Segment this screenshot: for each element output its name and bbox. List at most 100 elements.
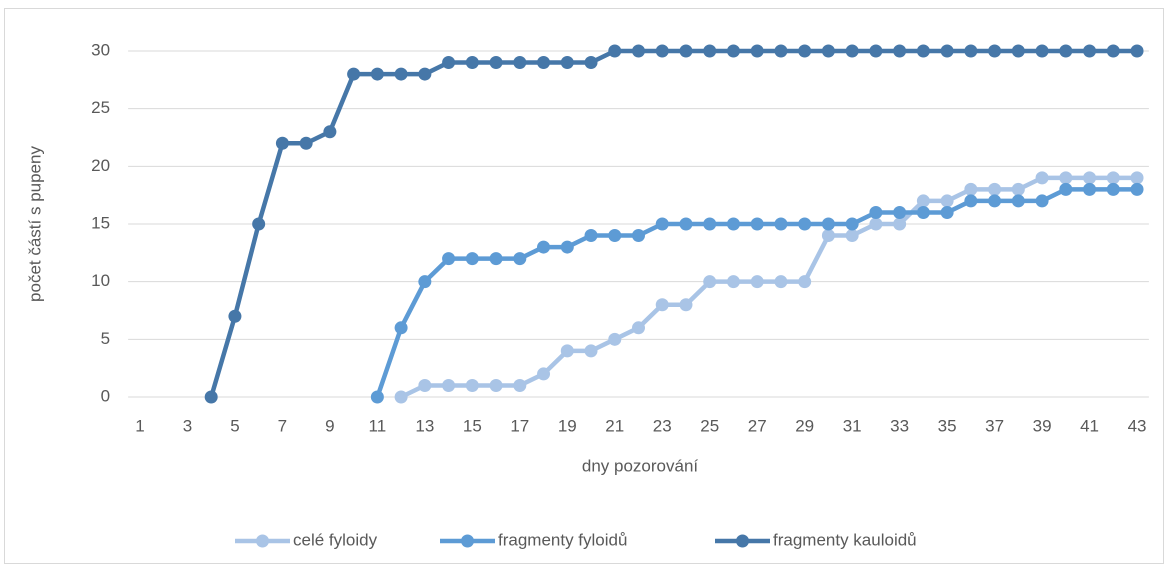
data-point xyxy=(1059,44,1073,58)
data-point xyxy=(1059,171,1073,185)
data-point xyxy=(940,205,954,219)
data-point xyxy=(916,44,930,58)
data-point xyxy=(513,252,527,266)
data-point xyxy=(703,217,717,231)
data-point xyxy=(821,229,835,243)
data-point xyxy=(347,67,361,81)
data-point xyxy=(988,194,1002,208)
x-tick-label: 37 xyxy=(985,416,1004,435)
data-point xyxy=(703,44,717,58)
x-tick-label: 33 xyxy=(890,416,909,435)
x-tick-label: 21 xyxy=(605,416,624,435)
chart-border xyxy=(4,8,1164,564)
data-point xyxy=(964,182,978,196)
x-tick-label: 27 xyxy=(748,416,767,435)
x-tick-label: 13 xyxy=(415,416,434,435)
data-point xyxy=(442,56,456,70)
data-point xyxy=(988,182,1002,196)
data-point xyxy=(964,194,978,208)
data-point xyxy=(394,67,408,81)
data-point xyxy=(489,252,503,266)
data-point xyxy=(1083,171,1097,185)
data-point xyxy=(608,332,622,346)
data-point xyxy=(750,275,764,289)
data-point xyxy=(323,125,337,139)
x-tick-label: 43 xyxy=(1128,416,1147,435)
data-point xyxy=(442,378,456,392)
data-point xyxy=(774,275,788,289)
data-point xyxy=(1011,44,1025,58)
data-point xyxy=(465,56,479,70)
data-point xyxy=(1083,182,1097,196)
data-point xyxy=(418,275,432,289)
data-point xyxy=(584,229,598,243)
x-tick-label: 15 xyxy=(463,416,482,435)
data-point xyxy=(418,67,432,81)
data-point xyxy=(988,44,1002,58)
data-point xyxy=(726,275,740,289)
data-point xyxy=(1130,44,1144,58)
data-point xyxy=(394,321,408,335)
x-axis-title: dny pozorování xyxy=(582,456,699,475)
x-tick-label: 41 xyxy=(1080,416,1099,435)
data-point xyxy=(916,205,930,219)
data-point xyxy=(1106,182,1120,196)
x-tick-label: 3 xyxy=(183,416,192,435)
data-point xyxy=(679,44,693,58)
data-point xyxy=(252,217,266,231)
x-tick-label: 23 xyxy=(653,416,672,435)
data-point xyxy=(869,205,883,219)
data-point xyxy=(560,344,574,358)
data-point xyxy=(726,217,740,231)
data-point xyxy=(632,44,645,58)
data-point xyxy=(940,194,954,208)
x-tick-label: 31 xyxy=(843,416,862,435)
data-point xyxy=(418,378,432,392)
data-point xyxy=(940,44,954,58)
data-point xyxy=(370,390,384,404)
data-point xyxy=(204,390,218,404)
data-point xyxy=(560,56,574,70)
data-point xyxy=(655,44,669,58)
data-point xyxy=(537,367,551,381)
data-point xyxy=(513,378,527,392)
data-point xyxy=(703,275,717,289)
data-point xyxy=(608,44,622,58)
y-tick-label: 25 xyxy=(91,98,110,117)
data-point xyxy=(821,217,835,231)
x-tick-label: 17 xyxy=(510,416,529,435)
series-line xyxy=(209,48,1138,398)
y-tick-label: 20 xyxy=(91,156,110,175)
data-point xyxy=(560,240,574,254)
data-point xyxy=(798,44,812,58)
data-point xyxy=(1130,182,1144,196)
x-tick-label: 9 xyxy=(325,416,334,435)
data-point xyxy=(1083,44,1097,58)
data-point xyxy=(489,378,503,392)
legend-marker xyxy=(736,534,749,548)
data-point xyxy=(679,298,693,312)
data-point xyxy=(1011,194,1025,208)
data-point xyxy=(465,252,479,266)
legend-label: celé fyloidy xyxy=(293,530,378,549)
x-tick-label: 39 xyxy=(1033,416,1052,435)
x-tick-label: 7 xyxy=(278,416,287,435)
x-tick-label: 11 xyxy=(369,416,387,435)
data-point xyxy=(679,217,693,231)
data-point xyxy=(584,56,598,70)
data-point xyxy=(513,56,527,70)
data-point xyxy=(798,275,812,289)
x-tick-label: 1 xyxy=(135,416,144,435)
legend-marker xyxy=(461,534,474,548)
y-tick-label: 0 xyxy=(101,386,110,405)
legend-label: fragmenty fyloidů xyxy=(498,530,627,549)
data-point xyxy=(632,229,645,243)
data-point xyxy=(1035,194,1049,208)
data-point xyxy=(893,217,907,231)
data-point xyxy=(442,252,456,266)
y-tick-label: 30 xyxy=(91,40,110,59)
data-point xyxy=(750,44,764,58)
data-point xyxy=(774,44,788,58)
data-point xyxy=(1035,171,1049,185)
